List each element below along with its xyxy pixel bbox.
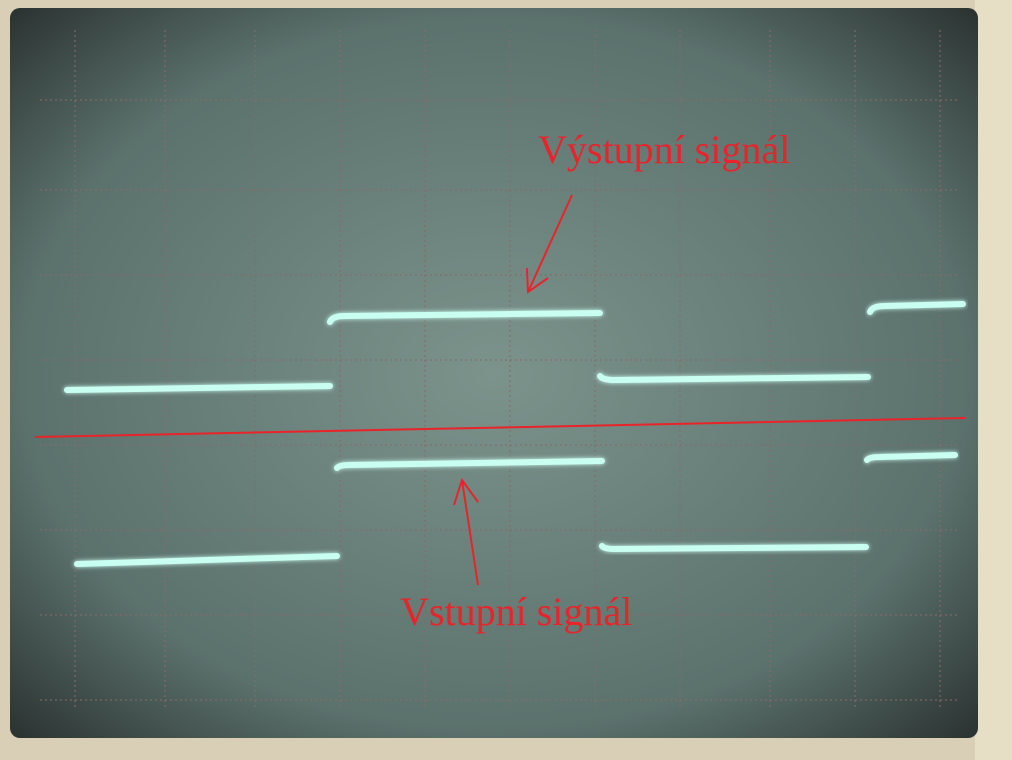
trace-segment	[602, 546, 866, 549]
output-label: Výstupní signál	[538, 127, 790, 172]
trace-segment	[67, 386, 330, 390]
page: Výstupní signál Vstupní signál (() => { …	[0, 0, 1012, 760]
input-label: Vstupní signál	[400, 589, 632, 634]
bezel-right	[975, 0, 1012, 760]
oscilloscope-photo: Výstupní signál Vstupní signál	[0, 0, 1012, 760]
